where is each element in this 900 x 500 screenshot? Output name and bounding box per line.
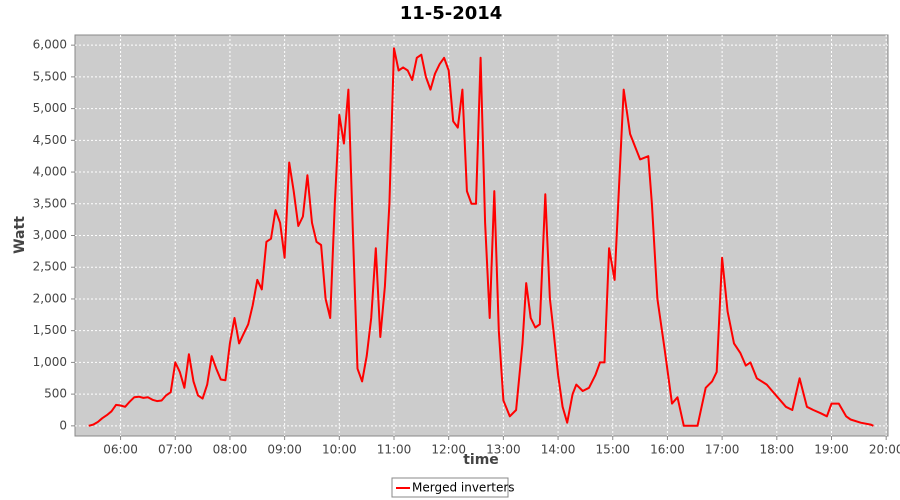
x-tick-label: 14:00 xyxy=(541,443,576,457)
y-tick-label: 2,500 xyxy=(33,260,67,274)
x-tick-label: 09:00 xyxy=(267,443,302,457)
x-tick-label: 12:00 xyxy=(431,443,466,457)
y-tick-label: 3,000 xyxy=(33,228,67,242)
y-tick-label: 4,000 xyxy=(33,165,67,179)
y-tick-label: 1,500 xyxy=(33,323,67,337)
x-tick-label: 08:00 xyxy=(213,443,248,457)
y-tick-label: 3,500 xyxy=(33,196,67,210)
x-tick-label: 20:00 xyxy=(869,443,900,457)
x-tick-label: 06:00 xyxy=(103,443,138,457)
data-line xyxy=(88,47,874,427)
y-tick-label: 5,000 xyxy=(33,101,67,115)
x-tick-label: 13:00 xyxy=(486,443,521,457)
x-tick-label: 15:00 xyxy=(595,443,630,457)
x-tick-label: 11:00 xyxy=(377,443,412,457)
y-tick-label: 2,000 xyxy=(33,291,67,305)
y-tick-label: 1,000 xyxy=(33,355,67,369)
x-tick-label: 17:00 xyxy=(705,443,740,457)
x-tick-label: 10:00 xyxy=(322,443,357,457)
legend-label: Merged inverters xyxy=(412,481,515,495)
y-axis-label: Watt xyxy=(12,216,28,254)
y-tick-label: 500 xyxy=(44,387,67,401)
y-tick-label: 0 xyxy=(59,418,67,432)
y-tick-label: 4,500 xyxy=(33,133,67,147)
x-tick-label: 19:00 xyxy=(814,443,849,457)
x-tick-label: 18:00 xyxy=(760,443,795,457)
chart-title: 11-5-2014 xyxy=(400,3,503,24)
x-tick-label: 16:00 xyxy=(650,443,685,457)
y-tick-label: 6,000 xyxy=(33,38,67,52)
legend xyxy=(391,477,509,498)
x-tick-label: 07:00 xyxy=(158,443,193,457)
x-axis-label: time xyxy=(463,452,499,468)
y-tick-label: 5,500 xyxy=(33,69,67,83)
